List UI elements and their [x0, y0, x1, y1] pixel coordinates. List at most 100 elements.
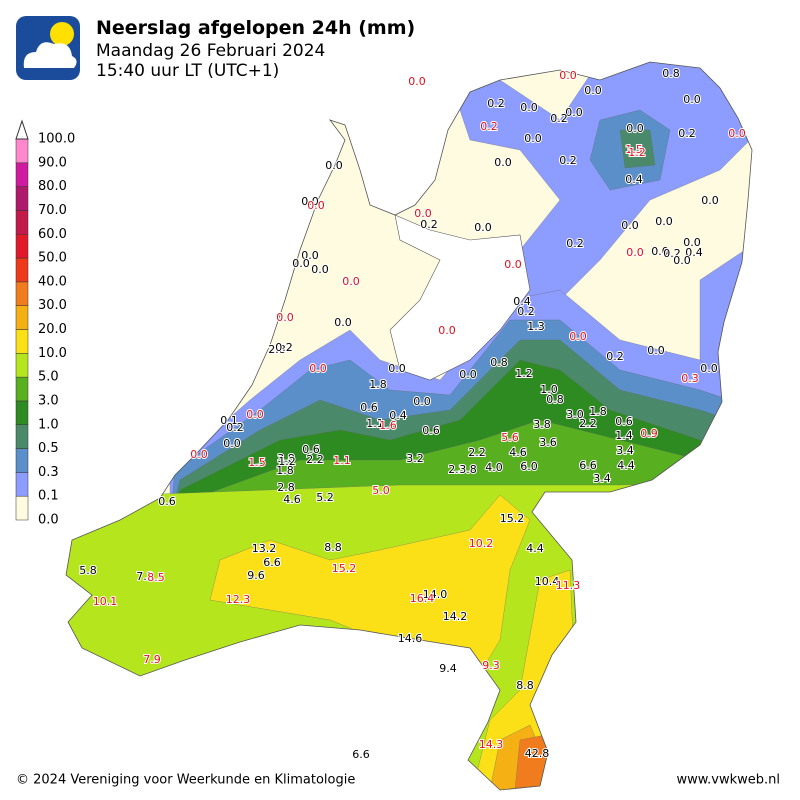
legend-label: 70.0: [38, 203, 67, 218]
legend-swatch: [15, 495, 29, 521]
precipitation-zone: [619, 129, 656, 169]
station-value: 5.6: [501, 431, 519, 444]
station-value: 1.8: [589, 405, 607, 418]
legend-swatch: [15, 186, 29, 211]
station-value: 0.2: [566, 237, 584, 250]
station-value: 0.0: [626, 246, 644, 259]
station-value: 0.2: [487, 97, 505, 110]
legend-swatch: [15, 472, 29, 497]
legend-label: 60.0: [38, 227, 67, 242]
legend-label: 100.0: [38, 132, 75, 147]
station-value: 0.0: [701, 194, 719, 207]
legend-swatch: [15, 376, 29, 402]
station-value: 0.0: [292, 257, 310, 270]
legend: 0.0 0.1 0.3 0.5 1.0 3.0 5.0 10.0 20.0 30.0 40.0 50.…: [15, 119, 75, 528]
station-value: 0.0: [334, 316, 352, 329]
legend-label: 3.0: [38, 393, 59, 408]
legend-label: 30.0: [38, 298, 67, 313]
station-value: 1.2: [515, 367, 533, 380]
station-value: 1.3: [527, 320, 545, 333]
station-value: 0.0: [504, 258, 522, 271]
station-value: 3.2: [406, 452, 424, 465]
legend-label: 90.0: [38, 155, 67, 170]
station-value: 0.8: [490, 356, 508, 369]
site: www.vwkweb.nl: [676, 773, 780, 788]
station-value: 0.2: [559, 154, 577, 167]
station-value: 0.2: [480, 120, 498, 133]
station-value: 1.1: [333, 454, 351, 467]
station-value: 0.0: [728, 127, 746, 140]
station-value: 1.5: [248, 456, 266, 469]
stations: 0.0 0.0 0.80.00.2 0.0 0.00.20.00.20.00.01.50…: [78, 66, 747, 762]
station-value: 0.0: [325, 159, 343, 172]
legend-label: 0.0: [38, 513, 59, 528]
station-value: 0.0: [309, 362, 327, 375]
station-value: 0.9: [640, 427, 658, 440]
legend-swatch: [15, 138, 29, 164]
station-value: 0.0: [647, 344, 665, 357]
station-value: 0.0: [408, 75, 426, 88]
station-value: 0.8: [546, 393, 564, 406]
station-value: 42.8: [525, 747, 550, 760]
station-value: 8.8: [324, 541, 342, 554]
station-value: 0.8: [662, 67, 680, 80]
station-value: 12.3: [226, 593, 251, 606]
station-value: 0.4: [685, 246, 703, 259]
station-value: 0.0: [223, 437, 241, 450]
station-value: 1.0: [540, 383, 558, 396]
station-value: 9.6: [247, 569, 265, 582]
legend-swatch: [15, 353, 29, 378]
station-value: 0.0: [655, 215, 673, 228]
station-value: 0.2: [275, 341, 293, 354]
station-value: 3.4: [616, 444, 634, 457]
time: 15:40 uur LT (UTC+1): [96, 61, 279, 81]
station-value: 0.4: [625, 173, 643, 186]
station-value: 0.2: [420, 218, 438, 231]
station-value: 9.4: [439, 662, 457, 675]
station-value: 0.6: [360, 401, 378, 414]
legend-swatch: [15, 234, 29, 259]
station-value: 14.0: [423, 588, 448, 601]
station-value: 0.0: [673, 254, 691, 267]
station-value: 0.0: [311, 263, 329, 276]
station-value: 4.4: [617, 459, 635, 472]
station-value: 0.0: [651, 245, 669, 258]
station-value: 3.8: [459, 463, 477, 476]
station-value: 3.0: [566, 408, 584, 421]
station-value: 0.2: [226, 421, 244, 434]
station-value: 1.4: [615, 429, 633, 442]
station-value: 15.2: [332, 562, 357, 575]
ijsselmeer: [389, 214, 531, 381]
station-value: 0.2: [517, 305, 535, 318]
legend-label: 5.0: [38, 370, 59, 385]
station-value: 14.6: [398, 632, 423, 645]
station-value: 6.6: [263, 556, 281, 569]
station-value: 0.2: [550, 112, 568, 125]
station-value: 0.0: [520, 101, 538, 114]
legend-swatch: [15, 400, 29, 425]
station-value: 5.0: [372, 484, 390, 497]
legend-label: 80.0: [38, 179, 67, 194]
station-value: 11.3: [556, 579, 581, 592]
legend-label: 0.5: [38, 441, 59, 456]
station-value: 8.5: [147, 571, 165, 584]
station-value: 3.8: [277, 452, 295, 465]
legend-arrow: [15, 119, 29, 140]
station-value: 10.4: [535, 575, 560, 588]
station-value: 0.0: [683, 93, 701, 106]
station-value: 1.5: [625, 143, 643, 156]
station-value: 7.9: [143, 653, 161, 666]
station-value: 0.6: [302, 443, 320, 456]
station-value: 0.0: [276, 311, 294, 324]
legend-label: 10.0: [38, 346, 67, 361]
station-value: 4.6: [283, 493, 301, 506]
legend-label: 0.3: [38, 465, 59, 480]
station-value: 0.0: [524, 132, 542, 145]
legend-swatch: [15, 281, 29, 306]
station-value: 2.3: [448, 463, 466, 476]
station-value: 0.0: [474, 221, 492, 234]
station-value: 4.0: [485, 461, 503, 474]
station-value: 0.0: [565, 106, 583, 119]
legend-swatch: [15, 210, 29, 235]
